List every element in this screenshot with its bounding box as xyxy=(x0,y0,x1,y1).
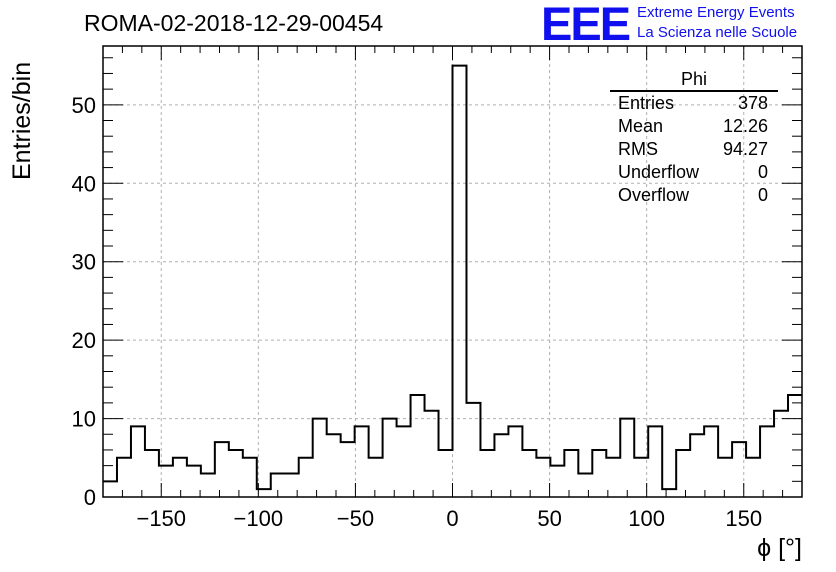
histogram-bar xyxy=(620,419,634,497)
histogram-bar xyxy=(229,450,243,497)
stats-label: Entries xyxy=(618,93,675,113)
stats-value: 0 xyxy=(757,185,768,205)
histogram-bar xyxy=(257,489,271,497)
histogram-bar xyxy=(564,450,578,497)
x-tick-label: −50 xyxy=(337,506,374,531)
histogram-bar xyxy=(383,419,397,497)
stats-label: Mean xyxy=(618,116,664,136)
histogram-bar xyxy=(187,466,201,497)
y-tick-label: 10 xyxy=(72,407,96,432)
x-tick-label: −150 xyxy=(136,506,186,531)
histogram-bar xyxy=(480,450,494,497)
stats-row: Overflow 0 xyxy=(610,184,778,207)
histogram-bar xyxy=(327,434,341,497)
chart-title: ROMA-02-2018-12-29-00454 xyxy=(84,10,384,36)
x-tick-label: 150 xyxy=(725,506,762,531)
histogram-bar xyxy=(173,458,187,497)
histogram-bar xyxy=(341,442,355,497)
y-tick-label: 20 xyxy=(72,328,96,353)
histogram-bar xyxy=(746,458,760,497)
histogram-bar xyxy=(550,466,564,497)
logo-line-2: La Scienza nelle Scuole xyxy=(637,24,798,41)
x-tick-label: 50 xyxy=(537,506,561,531)
histogram-bar xyxy=(634,458,648,497)
x-tick-label: −100 xyxy=(234,506,284,531)
histogram-bar xyxy=(355,426,369,497)
histogram-bar xyxy=(131,426,145,497)
histogram-bar xyxy=(648,426,662,497)
x-axis-label: ϕ [°] xyxy=(757,534,802,562)
stats-title: Phi xyxy=(610,68,778,92)
stats-value: 94.27 xyxy=(722,139,768,159)
stats-value: 12.26 xyxy=(722,116,768,136)
stats-box: Phi Entries 378 Mean 12.26 RMS 94.27 Underf… xyxy=(610,68,778,207)
stats-label: RMS xyxy=(618,139,658,159)
histogram-bar xyxy=(313,419,327,497)
histogram-bar xyxy=(578,473,592,497)
logo-line-1: Extreme Energy Events xyxy=(637,4,795,21)
histogram-bar xyxy=(494,434,508,497)
histogram-bar xyxy=(243,458,257,497)
histogram-bar xyxy=(411,395,425,497)
histogram-bar xyxy=(606,458,620,497)
stats-value: 378 xyxy=(737,93,768,113)
histogram-bar xyxy=(704,426,718,497)
histogram-bar xyxy=(760,426,774,497)
histogram-bar xyxy=(117,458,131,497)
stats-label: Underflow xyxy=(618,162,700,182)
histogram-bar xyxy=(201,473,215,497)
stats-row: Underflow 0 xyxy=(610,161,778,184)
y-tick-label: 50 xyxy=(72,93,96,118)
histogram-bar xyxy=(453,66,467,497)
histogram-bar xyxy=(718,458,732,497)
stats-label: Overflow xyxy=(618,185,690,205)
histogram-bar xyxy=(536,458,550,497)
y-tick-label: 40 xyxy=(72,171,96,196)
histogram-bar xyxy=(103,481,117,497)
histogram-bar xyxy=(369,458,383,497)
histogram-bar xyxy=(397,426,411,497)
stats-row: Entries 378 xyxy=(610,92,778,115)
histogram-bar xyxy=(299,458,313,497)
eee-logo: EEE xyxy=(541,0,631,50)
histogram-bar xyxy=(215,442,229,497)
histogram-bar xyxy=(285,473,299,497)
histogram-bar xyxy=(508,426,522,497)
stats-row: RMS 94.27 xyxy=(610,138,778,161)
histogram-bar xyxy=(662,489,676,497)
histogram-bar xyxy=(439,450,453,497)
histogram-bar xyxy=(425,411,439,497)
stats-row: Mean 12.26 xyxy=(610,115,778,138)
histogram-bar xyxy=(774,411,788,497)
y-tick-label: 30 xyxy=(72,250,96,275)
histogram-bar xyxy=(592,450,606,497)
histogram-bar xyxy=(466,403,480,497)
y-tick-label: 0 xyxy=(84,485,96,510)
histogram-bar xyxy=(690,434,704,497)
y-axis-label-box: Entries/bin xyxy=(6,62,36,182)
histogram-bar xyxy=(145,450,159,497)
y-axis-label: Entries/bin xyxy=(8,61,36,180)
x-tick-label: 0 xyxy=(446,506,458,531)
stats-value: 0 xyxy=(757,162,768,182)
histogram-step-line xyxy=(103,64,802,491)
histogram-bar xyxy=(676,450,690,497)
x-tick-label: 100 xyxy=(628,506,665,531)
histogram-bar xyxy=(522,450,536,497)
